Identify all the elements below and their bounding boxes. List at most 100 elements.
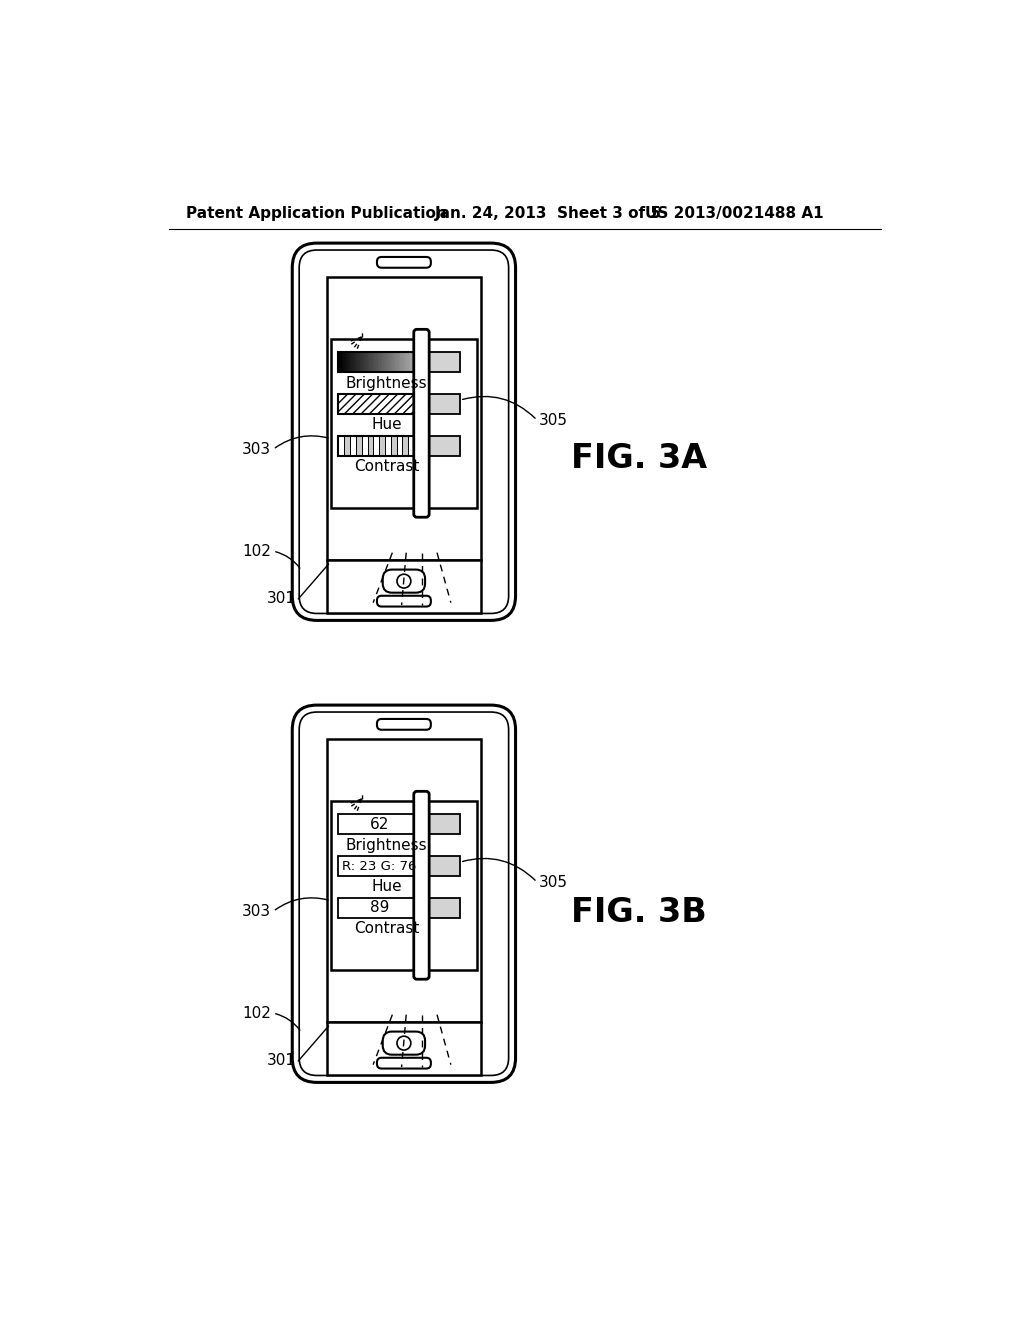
Bar	[402, 352, 404, 372]
Bar	[331, 339, 477, 508]
Text: 102: 102	[242, 1006, 270, 1020]
Text: R: 23 G: 76: R: 23 G: 76	[342, 859, 417, 873]
Text: Patent Application Publication: Patent Application Publication	[186, 206, 446, 222]
Bar	[371, 352, 374, 372]
Text: Hue: Hue	[371, 417, 401, 433]
Bar	[384, 352, 386, 372]
Bar	[396, 436, 402, 455]
Bar	[387, 352, 390, 372]
Bar	[342, 352, 344, 372]
Text: 303: 303	[242, 442, 270, 457]
Text: Hue: Hue	[371, 879, 401, 895]
Bar	[429, 395, 460, 414]
Bar	[418, 352, 421, 372]
Bar	[370, 352, 372, 372]
Bar	[339, 814, 420, 834]
Bar	[412, 352, 414, 372]
Bar	[381, 352, 383, 372]
FancyBboxPatch shape	[377, 719, 431, 730]
Bar	[350, 436, 356, 455]
Bar	[429, 352, 460, 372]
Bar	[411, 352, 413, 372]
Text: US 2013/0021488 A1: US 2013/0021488 A1	[645, 206, 823, 222]
Text: FIG. 3A: FIG. 3A	[570, 442, 707, 475]
Bar	[348, 352, 350, 372]
Text: 305: 305	[539, 875, 567, 890]
Bar	[354, 352, 357, 372]
Bar	[382, 352, 385, 372]
Bar	[374, 436, 380, 455]
FancyBboxPatch shape	[414, 330, 429, 517]
Text: Jan. 24, 2013  Sheet 3 of 5: Jan. 24, 2013 Sheet 3 of 5	[435, 206, 662, 222]
Bar	[391, 436, 397, 455]
Bar	[368, 352, 371, 372]
FancyBboxPatch shape	[377, 1057, 431, 1069]
Text: 102: 102	[242, 544, 270, 558]
Bar	[385, 436, 391, 455]
Bar	[353, 352, 355, 372]
Bar	[351, 352, 354, 372]
Bar	[356, 352, 358, 372]
Text: FIG. 3B: FIG. 3B	[571, 896, 707, 929]
Bar	[327, 739, 481, 1022]
FancyBboxPatch shape	[377, 257, 431, 268]
Text: Contrast: Contrast	[353, 459, 419, 474]
Bar	[429, 898, 460, 917]
Text: Contrast: Contrast	[353, 921, 419, 936]
Text: 305: 305	[539, 413, 567, 428]
Bar	[402, 436, 409, 455]
Bar	[379, 436, 385, 455]
Bar	[407, 352, 410, 372]
Bar	[406, 352, 408, 372]
Bar	[394, 352, 396, 372]
Bar	[361, 436, 368, 455]
Bar	[429, 814, 460, 834]
FancyBboxPatch shape	[414, 792, 429, 979]
Bar	[356, 436, 362, 455]
Text: 301: 301	[267, 1053, 296, 1068]
FancyBboxPatch shape	[292, 705, 515, 1082]
Bar	[409, 352, 411, 372]
FancyBboxPatch shape	[292, 243, 515, 620]
Bar	[339, 855, 420, 876]
Bar	[417, 352, 419, 372]
Bar	[375, 352, 377, 372]
Bar	[378, 352, 380, 372]
Bar	[339, 436, 420, 455]
Bar	[359, 352, 362, 372]
Bar	[345, 352, 347, 372]
Bar	[362, 352, 366, 372]
Bar	[415, 352, 418, 372]
Bar	[429, 855, 460, 876]
Bar	[346, 352, 349, 372]
Bar	[390, 352, 393, 372]
Bar	[350, 352, 352, 372]
Bar	[400, 352, 402, 372]
Bar	[327, 560, 481, 612]
Bar	[373, 352, 375, 372]
FancyBboxPatch shape	[377, 595, 431, 607]
Bar	[379, 352, 382, 372]
Text: Brightness: Brightness	[345, 376, 427, 391]
FancyBboxPatch shape	[383, 570, 425, 593]
Bar	[392, 352, 394, 372]
Bar	[409, 436, 415, 455]
Bar	[395, 352, 398, 372]
Bar	[376, 352, 378, 372]
Bar	[389, 352, 391, 372]
Bar	[414, 352, 416, 372]
Bar	[339, 395, 420, 414]
Bar	[365, 352, 367, 372]
Bar	[339, 352, 420, 372]
Bar	[358, 352, 360, 372]
Text: 62: 62	[370, 817, 389, 832]
Bar	[340, 352, 342, 372]
Bar	[344, 436, 350, 455]
FancyBboxPatch shape	[383, 1032, 425, 1055]
Text: 89: 89	[370, 900, 389, 915]
Bar	[327, 277, 481, 560]
Bar	[331, 800, 477, 970]
Bar	[327, 1022, 481, 1074]
Text: 301: 301	[267, 591, 296, 606]
Bar	[386, 352, 388, 372]
